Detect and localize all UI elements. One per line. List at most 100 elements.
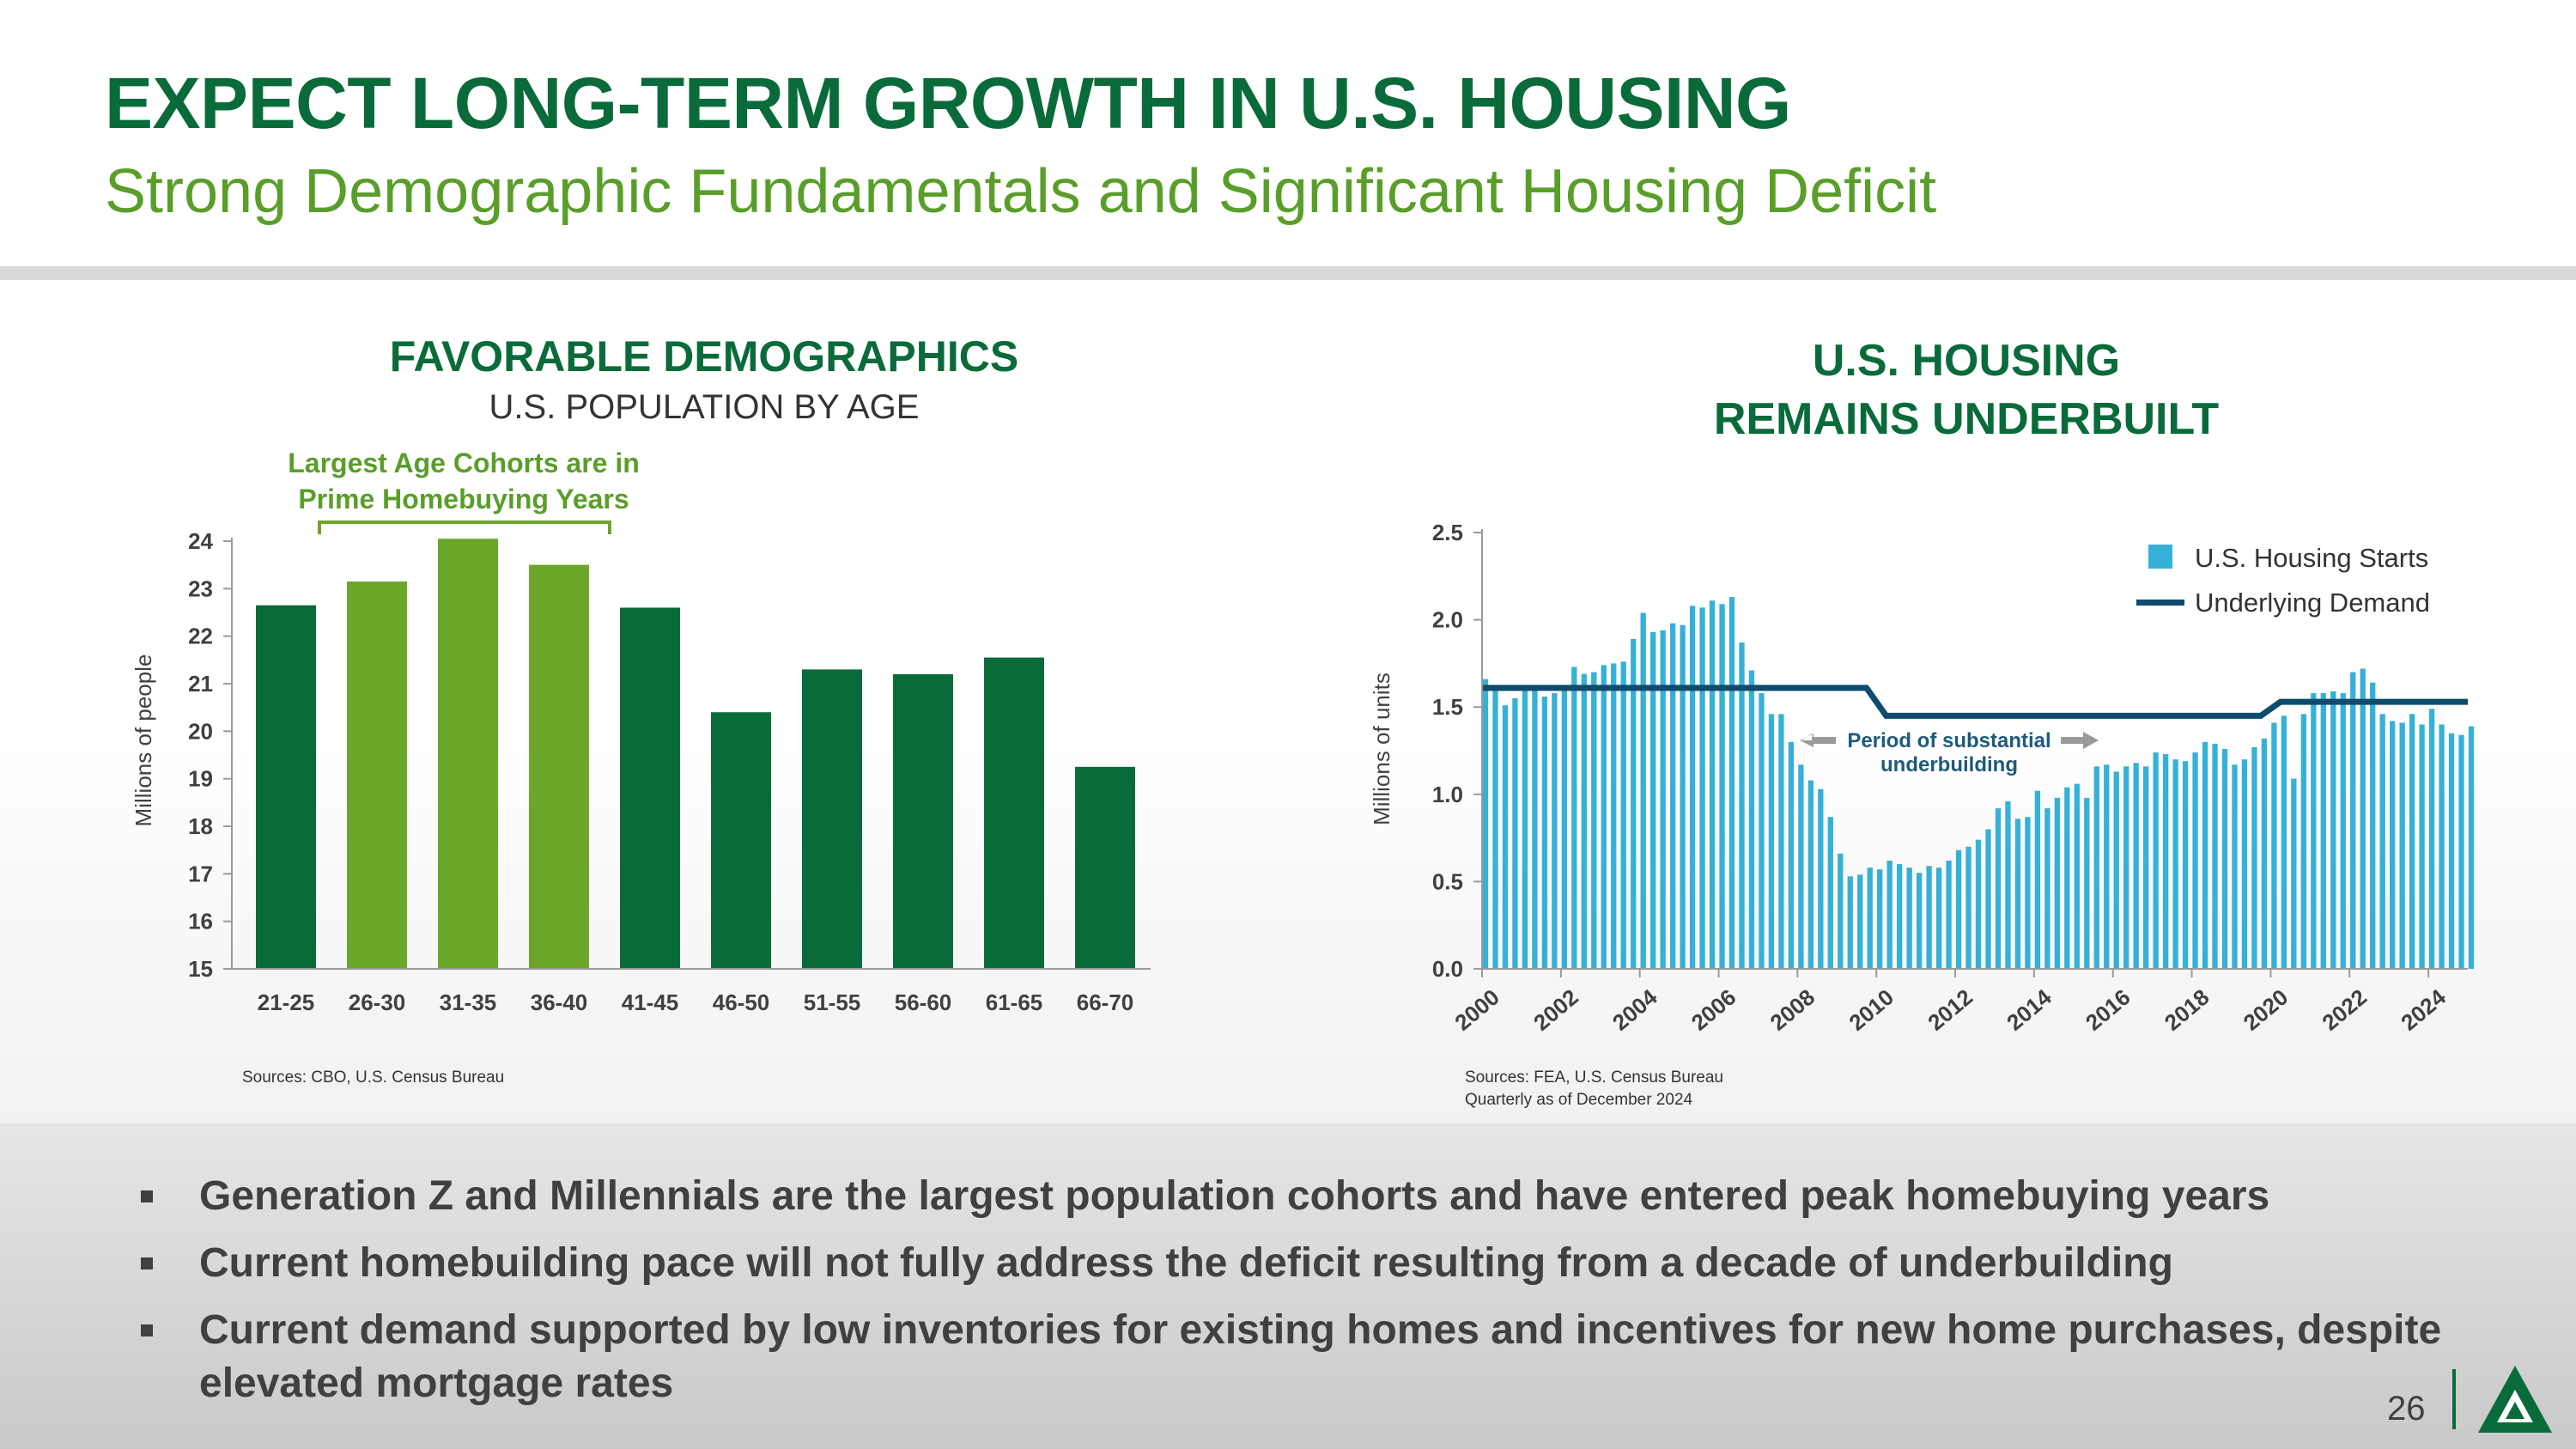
x-tick-label: 2006 [1686, 984, 1741, 1036]
bullet-item: Generation Z and Millennials are the lar… [137, 1170, 2456, 1223]
y-tick-label: 17 [188, 861, 213, 886]
housing-starts-bar [2428, 709, 2435, 969]
header-divider-band [0, 266, 2576, 280]
housing-starts-bar [1631, 638, 1637, 969]
housing-starts-bar [2192, 752, 2198, 969]
housing-starts-bar [1591, 672, 1597, 969]
housing-starts-bar [1719, 604, 1725, 969]
housing-starts-bar [1935, 868, 1942, 969]
bar-51-55 [802, 669, 862, 969]
housing-starts-bar [1482, 679, 1489, 969]
x-tick-label: 41-45 [622, 989, 679, 1015]
housing-starts-bar [2291, 778, 2297, 969]
housing-starts-bar [1650, 631, 1656, 969]
housing-starts-bar [1906, 868, 1912, 969]
housing-starts-bar [2074, 783, 2080, 969]
housing-starts-bar [2162, 754, 2169, 969]
x-tick-label: 51-55 [804, 989, 861, 1015]
bar-26-30 [347, 581, 407, 969]
housing-starts-bar [2409, 714, 2415, 969]
y-tick-label: 2.5 [1432, 520, 1463, 545]
housing-starts-bar [2350, 672, 2356, 969]
housing-starts-bar [1552, 692, 1558, 969]
housing-starts-bar [2320, 692, 2326, 969]
left-chart-title: FAVORABLE DEMOGRAPHICS [389, 332, 1019, 381]
housing-starts-bar [1680, 624, 1686, 969]
housing-starts-bar [2330, 691, 2336, 969]
housing-starts-bar [1995, 808, 2002, 969]
housing-starts-bar [2212, 743, 2218, 969]
x-tick-label: 2018 [2160, 984, 2215, 1036]
housing-starts-bar [1532, 685, 1538, 969]
bar-21-25 [256, 605, 316, 969]
y-tick-label: 2.0 [1432, 607, 1463, 633]
y-tick-label: 21 [188, 671, 213, 697]
housing-starts-bar [1669, 623, 1676, 969]
housing-starts-bar [1916, 873, 1923, 969]
x-tick-label: 56-60 [895, 989, 952, 1015]
x-tick-label: 2016 [2081, 984, 2136, 1036]
bullet-item: Current demand supported by low inventor… [137, 1304, 2456, 1410]
y-tick-label: 20 [188, 718, 213, 744]
housing-starts-bar [2300, 714, 2306, 969]
housing-starts-bar [1985, 829, 1991, 969]
housing-starts-bar [1660, 630, 1666, 969]
housing-starts-bar [1807, 780, 1814, 969]
y-tick-label: 23 [188, 575, 213, 601]
x-tick-label: 2004 [1607, 983, 1662, 1036]
x-tick-label: 2008 [1765, 984, 1820, 1036]
housing-starts-bar [2133, 763, 2139, 969]
x-tick-label: 66-70 [1077, 989, 1134, 1015]
housing-starts-bar [1946, 861, 1952, 969]
housing-starts-bar [2182, 761, 2189, 969]
housing-starts-bar [2044, 808, 2050, 969]
housing-starts-bar [2005, 801, 2011, 969]
housing-starts-bar [2468, 726, 2475, 969]
right-chart-source-line2: Quarterly as of December 2024 [1465, 1091, 1693, 1109]
housing-starts-bar [1759, 692, 1765, 969]
housing-starts-bar [2104, 764, 2110, 969]
housing-starts-bar [1699, 607, 1705, 969]
housing-starts-bar [2221, 748, 2228, 969]
x-tick-label: 61-65 [986, 989, 1043, 1015]
housing-starts-bar [2281, 715, 2287, 969]
housing-starts-bar [1768, 714, 1775, 969]
population-by-age-chart: 15 16 17 18 19 20 21 22 23 24 21-25 26-30 31-35 36-4… [131, 521, 1151, 1015]
y-tick-label: 15 [188, 956, 213, 982]
housing-starts-bar [2458, 734, 2464, 969]
x-tick-label: 2022 [2318, 984, 2372, 1036]
y-tick-label: 1.5 [1432, 694, 1463, 720]
housing-starts-bar [1502, 705, 1509, 969]
right-chart-title-line1: U.S. HOUSING [1812, 336, 2121, 386]
housing-starts-bar [1739, 642, 1745, 969]
x-tick-label: 2024 [2396, 983, 2451, 1036]
right-chart-source: Sources: FEA, U.S. Census Bureau Quarter… [1465, 1067, 1723, 1111]
y-tick-label: 0.5 [1432, 868, 1463, 894]
housing-starts-bar [2064, 787, 2070, 969]
y-axis-label: Millions of people [131, 654, 156, 827]
housing-starts-bar [2340, 692, 2346, 969]
housing-starts-bar [1541, 697, 1548, 969]
housing-starts-bar [1620, 661, 1626, 969]
annotation-line2: underbuilding [1880, 753, 2018, 776]
y-axis-label: Millions of units [1369, 673, 1394, 825]
housing-starts-bar [1492, 689, 1498, 969]
housing-starts-bar [2093, 766, 2099, 969]
legend-label-housing-starts: U.S. Housing Starts [2195, 543, 2428, 573]
x-tick-label: 2000 [1449, 984, 1504, 1036]
housing-starts-bar [2202, 741, 2208, 969]
legend-swatch-housing-starts [2148, 545, 2172, 569]
legend-swatch-underlying-demand [2136, 600, 2184, 606]
housing-starts-bar [2014, 819, 2021, 969]
housing-starts-bar [1640, 612, 1646, 969]
cohort-annotation-line1: Largest Age Cohorts are in [288, 447, 640, 478]
bullet-list: Generation Z and Millennials are the lar… [137, 1170, 2456, 1424]
page-subtitle: Strong Demographic Fundamentals and Sign… [105, 157, 1937, 226]
x-tick-label: 46-50 [713, 989, 770, 1015]
left-arrow-icon [1800, 734, 1814, 747]
housing-starts-bar [1847, 876, 1853, 969]
housing-starts-bar [1897, 864, 1903, 969]
housing-starts-bar [2399, 722, 2405, 969]
left-chart-subtitle: U.S. POPULATION BY AGE [489, 388, 920, 426]
housing-starts-bar [1877, 869, 1883, 969]
